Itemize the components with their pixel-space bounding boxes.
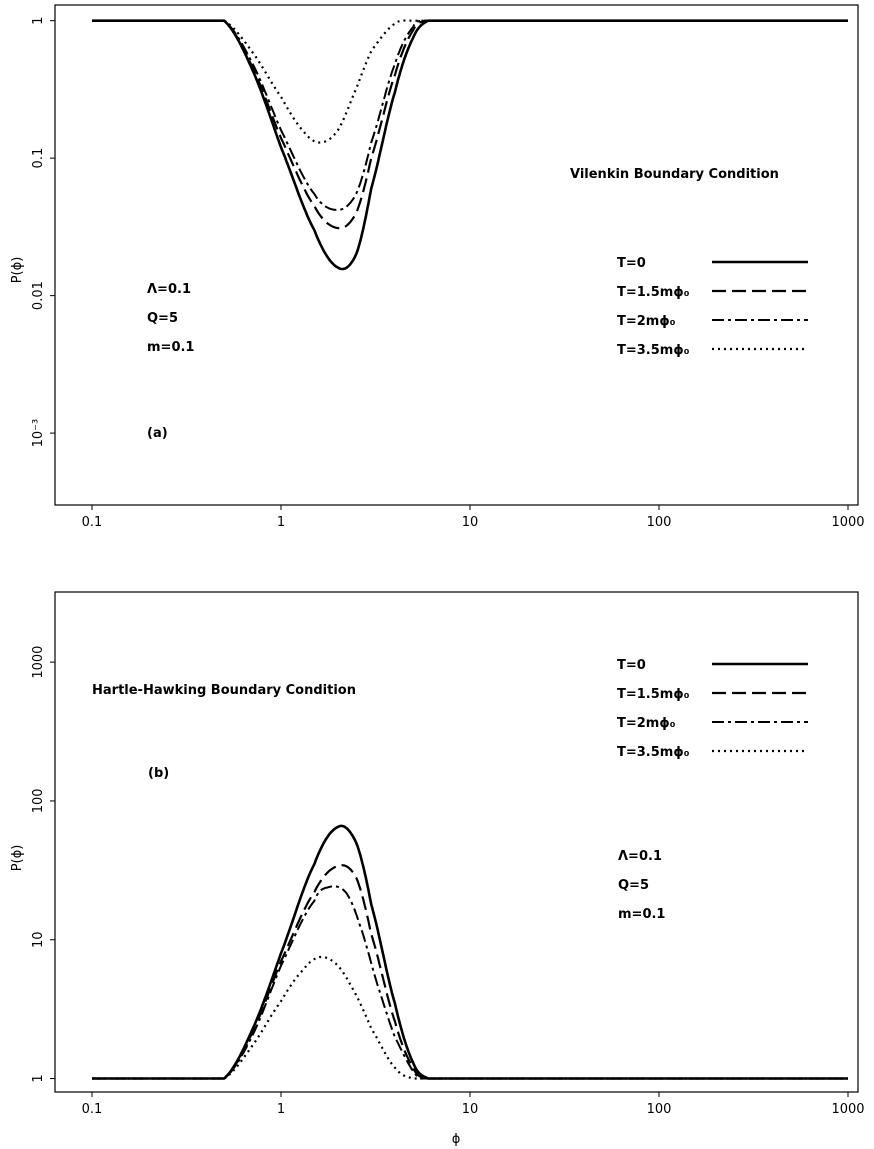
panel-a-legend-label-2: T=2mϕ₀ — [617, 314, 676, 329]
panel-a-x-ticks: 0.1 1 10 100 1000 — [82, 505, 865, 530]
panel-b-series-1-line — [92, 864, 848, 1080]
panel-b-y-tick-label: 1 — [31, 1074, 46, 1082]
panel-a-y-ticks: 10⁻³ 0.01 0.1 1 — [31, 17, 55, 448]
panel-b-x-axis-label: ϕ — [452, 1132, 461, 1147]
panel-b-legend-label-2: T=2mϕ₀ — [617, 716, 676, 731]
panel-a-vilenkin: 0.1 1 10 100 1000 10⁻³ 0.01 0.1 1 P(ϕ) Vilenkin… — [10, 4, 865, 530]
panel-b-series-0-line — [92, 824, 848, 1080]
panel-a-param-m: m=0.1 — [147, 340, 194, 355]
panel-a-x-tick-label: 0.1 — [82, 515, 103, 530]
panel-b-y-tick-label: 1000 — [31, 646, 46, 679]
panel-a-param-lambda: Λ=0.1 — [147, 282, 191, 297]
panel-b-x-tick-label: 10 — [462, 1102, 479, 1117]
panel-b-hartle-hawking: 0.1 1 10 100 1000 1 10 100 1000 P(ϕ) ϕ Hartle-H… — [10, 591, 865, 1147]
panel-b-x-tick-label: 0.1 — [82, 1102, 103, 1117]
panel-a-series-1-line — [92, 19, 848, 230]
panel-a-legend-label-3: T=3.5mϕ₀ — [617, 343, 690, 358]
panel-b-param-lambda: Λ=0.1 — [618, 849, 662, 864]
panel-a-y-tick-label: 0.1 — [31, 148, 46, 169]
panel-b-plot-area — [92, 824, 848, 1080]
panel-b-series-3-line — [92, 955, 848, 1080]
panel-a-series-3-line — [92, 19, 848, 144]
panel-a-series-2-line — [92, 19, 848, 211]
panel-a-y-axis-label: P(ϕ) — [10, 257, 25, 284]
panel-a-y-tick-label: 0.01 — [31, 281, 46, 310]
panel-a-param-q: Q=5 — [147, 311, 178, 326]
panel-b-legend-label-1: T=1.5mϕ₀ — [617, 687, 690, 702]
panel-b-y-axis-label: P(ϕ) — [10, 845, 25, 872]
panel-b-y-ticks: 1 10 100 1000 — [31, 646, 55, 1083]
panel-a-legend: T=0 T=1.5mϕ₀ T=2mϕ₀ T=3.5mϕ₀ — [617, 256, 808, 358]
panel-b-legend-label-3: T=3.5mϕ₀ — [617, 745, 690, 760]
panel-b-series-2-line — [92, 885, 848, 1080]
panel-a-legend-label-1: T=1.5mϕ₀ — [617, 285, 690, 300]
panel-a-y-tick-label: 1 — [31, 17, 46, 25]
panel-b-legend: T=0 T=1.5mϕ₀ T=2mϕ₀ T=3.5mϕ₀ — [617, 658, 808, 760]
panel-a-legend-label-0: T=0 — [617, 256, 646, 271]
panel-b-y-tick-label: 100 — [31, 788, 46, 813]
panel-b-frame — [54, 591, 859, 1093]
panel-a-x-tick-label: 1 — [277, 515, 285, 530]
panel-b-x-tick-label: 1000 — [831, 1102, 864, 1117]
panel-b-legend-label-0: T=0 — [617, 658, 646, 673]
panel-b-x-tick-label: 100 — [647, 1102, 672, 1117]
panel-b-x-tick-label: 1 — [277, 1102, 285, 1117]
panel-b-param-m: m=0.1 — [618, 907, 665, 922]
panel-a-y-tick-label: 10⁻³ — [31, 419, 46, 448]
panel-a-x-tick-label: 1000 — [831, 515, 864, 530]
panel-b-param-q: Q=5 — [618, 878, 649, 893]
panel-a-x-tick-label: 10 — [462, 515, 479, 530]
panel-a-frame — [54, 4, 859, 506]
panel-a-x-tick-label: 100 — [647, 515, 672, 530]
panel-b-title: Hartle-Hawking Boundary Condition — [92, 683, 356, 698]
panel-a-title: Vilenkin Boundary Condition — [570, 167, 779, 182]
panel-a-panel-label: (a) — [147, 426, 168, 441]
panel-b-x-ticks: 0.1 1 10 100 1000 — [82, 1092, 865, 1117]
panel-b-y-tick-label: 10 — [31, 931, 46, 948]
panel-a-series-0-line — [92, 19, 848, 271]
panel-b-panel-label: (b) — [148, 766, 169, 781]
panel-a-plot-area — [92, 19, 848, 271]
